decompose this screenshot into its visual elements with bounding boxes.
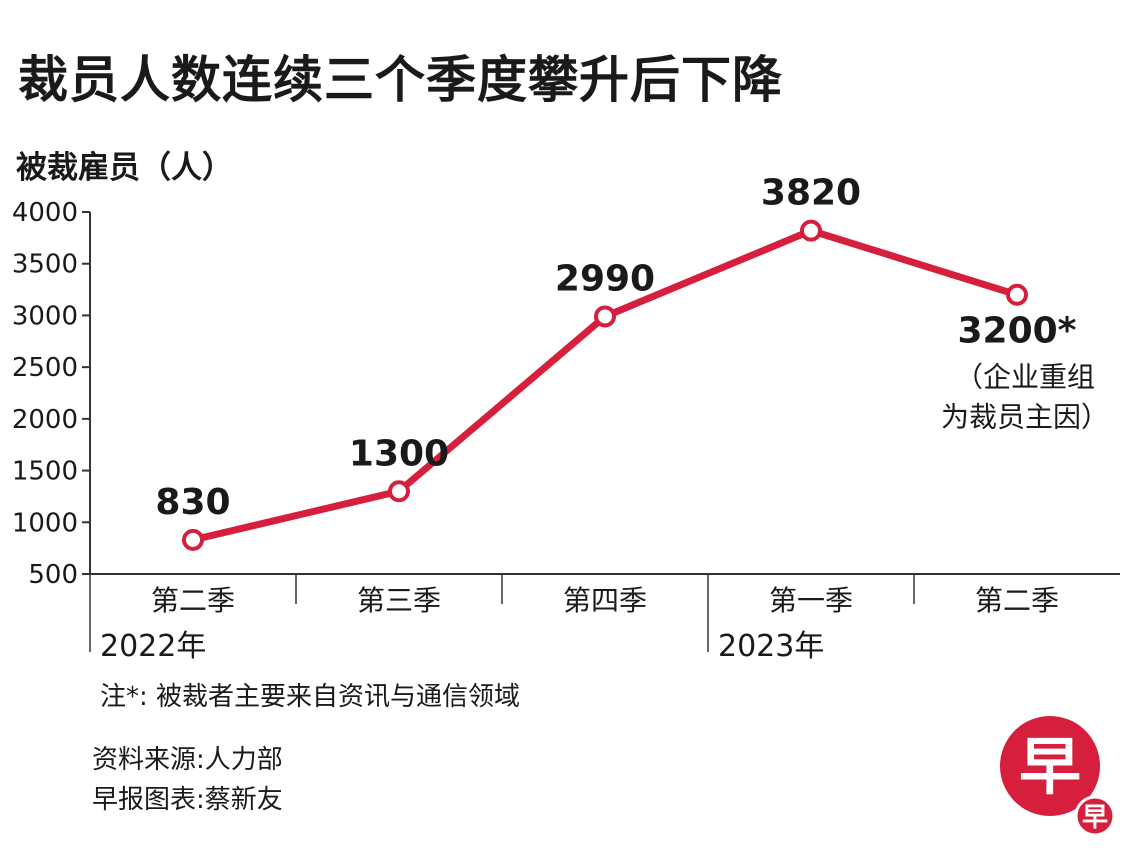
y-tick-label: 500 [28, 560, 78, 590]
data-label: 1300 [349, 433, 449, 474]
data-label: 3820 [761, 173, 861, 214]
line-chart: 500 1000 1500 2000 2500 3000 3500 4000 第二季 第三季 第四… [12, 173, 1120, 664]
y-tick-label: 2500 [12, 353, 78, 383]
annotation-line: （企业重组 [955, 361, 1095, 394]
y-tick-label: 1500 [12, 457, 78, 487]
x-tick-label: 第四季 [563, 584, 647, 617]
y-tick-label: 3000 [12, 301, 78, 331]
year-label: 2023年 [718, 629, 824, 664]
data-point [388, 480, 410, 503]
footnote: 注*: 被裁者主要来自资讯与通信领域 [100, 682, 521, 712]
y-tick-label: 3500 [12, 250, 78, 280]
source-line: 资料来源:人力部 [92, 745, 283, 775]
logo-main-glyph: 早 [1019, 730, 1081, 803]
data-point [594, 305, 616, 328]
source-block: 资料来源:人力部 早报图表:蔡新友 [92, 740, 283, 820]
x-tick-label: 第二季 [975, 584, 1059, 617]
data-point [800, 219, 822, 242]
y-axis-label: 被裁雇员（人） [16, 150, 233, 186]
data-point [182, 528, 204, 551]
logo-small-glyph: 早 [1082, 803, 1108, 833]
data-label: 3200* [957, 311, 1076, 352]
year-label: 2022年 [100, 629, 206, 664]
y-tick-label: 1000 [12, 508, 78, 538]
x-tick-label: 第二季 [151, 584, 235, 617]
y-tick-label: 2000 [12, 405, 78, 435]
data-label: 2990 [555, 258, 655, 299]
y-tick-label: 4000 [12, 198, 78, 228]
logo-circle [1000, 716, 1100, 816]
credit-line: 早报图表:蔡新友 [92, 785, 283, 815]
data-label: 830 [155, 482, 230, 523]
x-tick-label: 第三季 [357, 584, 441, 617]
chart-title: 裁员人数连续三个季度攀升后下降 [18, 51, 783, 109]
zaobao-logo: 早 早 [1000, 716, 1116, 837]
logo-small-circle [1074, 795, 1116, 837]
x-tick-label: 第一季 [769, 584, 853, 617]
data-point [1006, 283, 1028, 306]
annotation-line: 为裁员主因） [941, 401, 1109, 434]
